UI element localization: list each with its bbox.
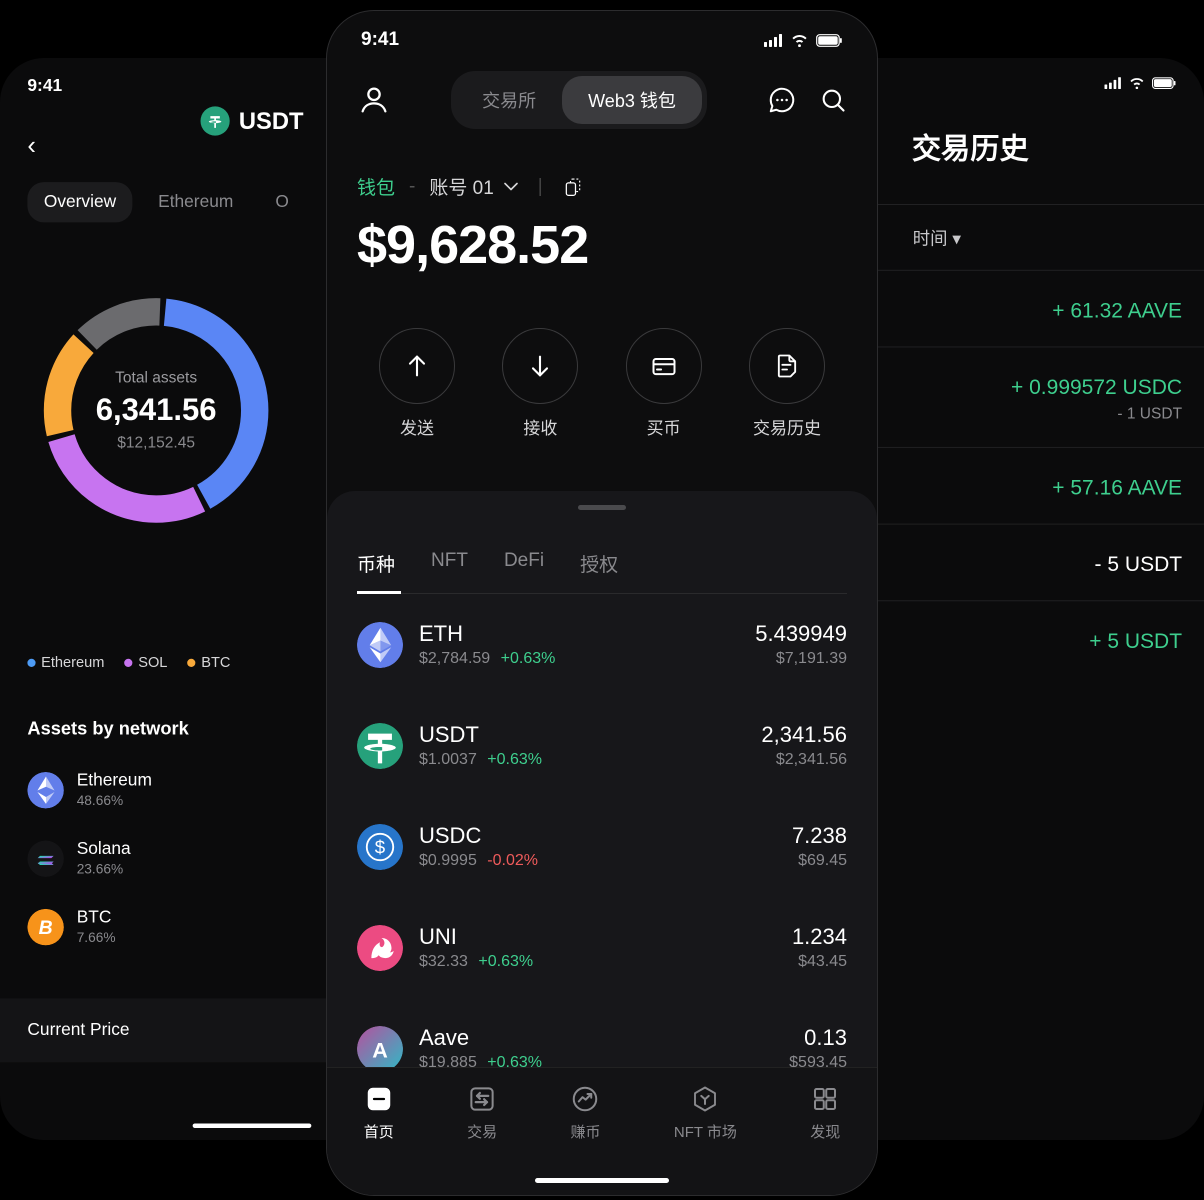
svg-text:B: B [39,917,53,939]
svg-text:A: A [372,1037,388,1062]
svg-text:$: $ [375,836,386,857]
